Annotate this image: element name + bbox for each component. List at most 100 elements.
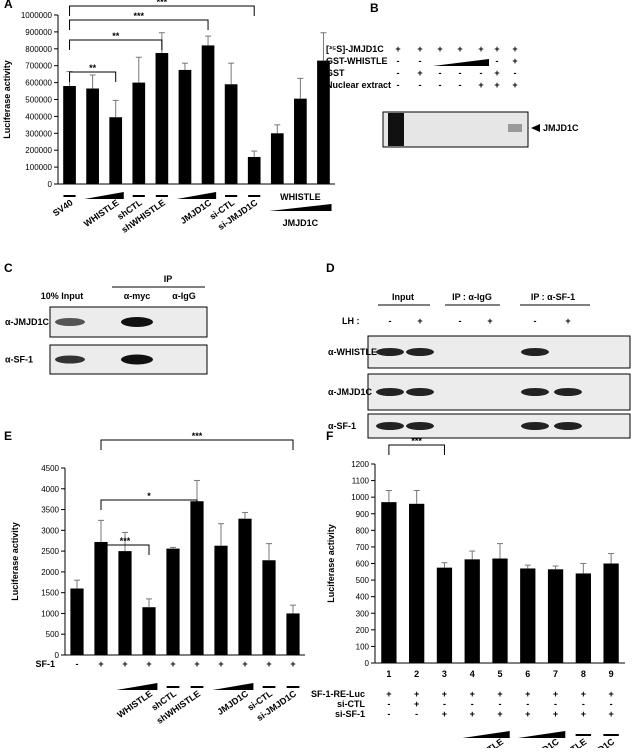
x-tick-label: 4	[470, 669, 475, 679]
sign: +	[457, 44, 462, 54]
sign: +	[470, 689, 475, 699]
bar	[214, 545, 228, 655]
y-tick-label: 300000	[25, 129, 52, 138]
sign: +	[497, 709, 502, 719]
sign: +	[266, 659, 271, 669]
sign: -	[439, 68, 442, 78]
sign: +	[386, 689, 391, 699]
sign: +	[512, 44, 517, 54]
sign: +	[242, 659, 247, 669]
y-tick-label: 2500	[41, 547, 59, 556]
sign: +	[497, 689, 502, 699]
significance-label: ***	[411, 436, 422, 446]
sign: +	[146, 659, 151, 669]
y-tick-label: 600	[356, 560, 370, 569]
sign: +	[417, 316, 422, 326]
sign: +	[414, 689, 419, 699]
y-tick-label: 1000	[351, 493, 369, 502]
lane-label: 10% Input	[41, 291, 84, 301]
significance-bracket	[69, 19, 209, 30]
significance-bracket	[69, 5, 255, 16]
x-category-label: SV40	[51, 197, 75, 218]
sign-row-label: si-SF-1	[335, 709, 365, 719]
lane-label: α-IgG	[172, 291, 196, 301]
significance-label: ***	[157, 0, 168, 7]
significance-label: **	[112, 31, 120, 41]
y-tick-label: 3000	[41, 526, 59, 535]
band	[121, 354, 153, 365]
sign: +	[608, 709, 613, 719]
ramp	[212, 683, 254, 690]
lh-label: LH :	[342, 316, 360, 326]
panel-label: A	[4, 0, 13, 11]
significance-label: **	[89, 63, 97, 73]
sign: +	[417, 44, 422, 54]
sign: +	[581, 709, 586, 719]
sign: +	[122, 659, 127, 669]
sign-row-label: SF-1-RE-Luc	[311, 689, 365, 699]
y-tick-label: 500000	[25, 96, 52, 105]
bar	[142, 607, 156, 655]
row-label: α-JMJD1C	[328, 387, 373, 397]
panel-label: F	[326, 429, 333, 443]
x-tick-label: 7	[553, 669, 558, 679]
sign: -	[471, 699, 474, 709]
row-label: Nuclear extract	[326, 80, 391, 90]
sign: +	[98, 659, 103, 669]
sign: -	[534, 316, 537, 326]
x-category-label: JMJD1C	[215, 688, 250, 717]
sign: -	[499, 699, 502, 709]
bar	[262, 560, 276, 655]
significance-bracket	[388, 444, 445, 455]
sign: +	[525, 689, 530, 699]
sign: -	[76, 659, 79, 669]
sign: -	[397, 80, 400, 90]
y-tick-label: 1200	[351, 460, 369, 469]
sign: -	[459, 68, 462, 78]
bar	[247, 156, 261, 184]
sign: +	[478, 80, 483, 90]
band	[55, 318, 85, 326]
significance-label: ***	[120, 536, 131, 546]
ramp	[269, 204, 332, 211]
sign: +	[395, 44, 400, 54]
y-tick-label: 300	[356, 609, 370, 618]
y-tick-label: 700	[356, 543, 370, 552]
significance-bracket	[69, 39, 163, 50]
band	[376, 388, 404, 396]
y-tick-label: 700000	[25, 62, 52, 71]
sign: +	[437, 44, 442, 54]
bar	[86, 88, 99, 184]
bar	[190, 501, 204, 655]
sign-row-label: SF-1	[35, 659, 55, 669]
bar	[155, 53, 169, 185]
row-label: [³⁵S]-JMJD1C	[326, 44, 384, 54]
bar	[286, 613, 300, 655]
bar	[575, 573, 591, 663]
panel-label: E	[4, 429, 12, 443]
significance-label: ***	[192, 431, 203, 441]
y-tick-label: 100	[356, 642, 370, 651]
sign: -	[387, 709, 390, 719]
sign: +	[581, 689, 586, 699]
bar	[94, 541, 108, 655]
band	[388, 113, 404, 146]
y-tick-label: 1000000	[21, 11, 53, 20]
row-label: α-JMJD1C	[5, 317, 50, 327]
bar	[317, 60, 330, 184]
sign: -	[480, 68, 483, 78]
panel-label: D	[326, 261, 335, 275]
y-tick-label: 800	[356, 526, 370, 535]
sign: -	[397, 56, 400, 66]
y-tick-label: 900	[356, 510, 370, 519]
y-axis-label: Luciferase activity	[326, 524, 336, 603]
significance-label: ***	[134, 11, 145, 21]
sign: +	[553, 689, 558, 699]
x-group-label: WHISTLE	[280, 192, 321, 202]
sign: -	[419, 56, 422, 66]
significance-bracket	[100, 499, 198, 510]
row-label: GST-WHISTLE	[326, 56, 388, 66]
bar	[436, 567, 453, 663]
sign: -	[415, 709, 418, 719]
y-tick-label: 4000	[41, 485, 59, 494]
